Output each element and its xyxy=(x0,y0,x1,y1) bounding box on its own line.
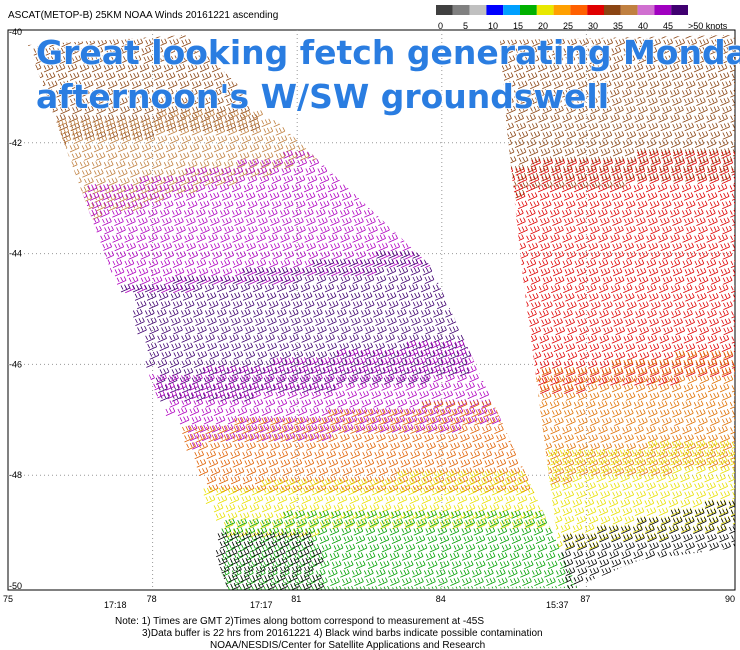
wind-barbs xyxy=(182,400,543,493)
scale-label: 5 xyxy=(463,21,468,31)
scale-label: 10 xyxy=(488,21,498,31)
lat-label: -48 xyxy=(9,470,22,480)
scale-label: 35 xyxy=(613,21,623,31)
pass-time: 17:17 xyxy=(250,600,273,610)
wind-barbs xyxy=(561,500,735,590)
wind-barbs xyxy=(500,350,735,485)
pass-time: 15:37 xyxy=(546,600,569,610)
scale-swatch xyxy=(553,5,571,15)
scale-swatch xyxy=(570,5,588,15)
scale-swatch xyxy=(436,5,453,15)
scale-swatch xyxy=(503,5,520,15)
lon-label: 84 xyxy=(436,594,446,604)
left-swath xyxy=(28,35,578,590)
scale-label: 30 xyxy=(588,21,598,31)
lat-label: -42 xyxy=(9,138,22,148)
wind-barbs xyxy=(500,35,735,199)
lon-label: 78 xyxy=(147,594,157,604)
overlay-title: Great looking fetch generating Monday xyxy=(36,33,740,72)
scale-label: >50 knots xyxy=(688,21,728,31)
scale-label: 20 xyxy=(538,21,548,31)
scale-swatch xyxy=(637,5,655,15)
scale-swatch xyxy=(469,5,487,15)
wind-barbs xyxy=(203,470,562,538)
lon-label: 75 xyxy=(3,594,13,604)
scale-label: 25 xyxy=(563,21,573,31)
lat-label: -46 xyxy=(9,359,22,369)
scale-swatch xyxy=(452,5,470,15)
overlay-title: afternoon's W/SW groundswell xyxy=(36,77,609,116)
scale-swatch xyxy=(654,5,672,15)
scale-label: 0 xyxy=(438,21,443,31)
wind-barbs xyxy=(41,150,447,294)
wind-barbs xyxy=(145,340,502,450)
map-frame xyxy=(7,29,736,591)
note: NOAA/NESDIS/Center for Satellite Applica… xyxy=(210,640,485,650)
scale-label: 45 xyxy=(663,21,673,31)
scale-swatch xyxy=(587,5,604,15)
axis-labels: 75 78 81 84 87 90 -40 -42 -44 -46 -48 -50 17:18 17:17… xyxy=(3,27,735,610)
wind-barbs xyxy=(219,510,578,590)
pass-time: 17:18 xyxy=(104,600,127,610)
header-title: ASCAT(METOP-B) 25KM NOAA Winds 20161221 … xyxy=(8,10,278,21)
wind-barbs xyxy=(215,531,324,590)
scale-label: 15 xyxy=(513,21,523,31)
lon-label: 87 xyxy=(580,594,590,604)
lon-label: 81 xyxy=(291,594,301,604)
lat-label: -44 xyxy=(9,249,22,259)
scale-label: 40 xyxy=(638,21,648,31)
lat-label: -40 xyxy=(9,27,22,37)
scale-swatch xyxy=(536,5,554,15)
scale-swatch xyxy=(604,5,621,15)
scale-swatch xyxy=(671,5,688,15)
scale-swatch xyxy=(486,5,504,15)
scale-swatch xyxy=(620,5,638,15)
note: 3)Data buffer is 22 hrs from 20161221 4)… xyxy=(142,628,543,639)
color-scale: 0 5 10 15 20 25 30 35 40 45 >50 knots xyxy=(436,5,728,31)
lon-label: 90 xyxy=(725,594,735,604)
lat-label: -50 xyxy=(9,581,22,591)
scale-swatch xyxy=(520,5,537,15)
note: Note: 1) Times are GMT 2)Times along bot… xyxy=(115,616,484,627)
